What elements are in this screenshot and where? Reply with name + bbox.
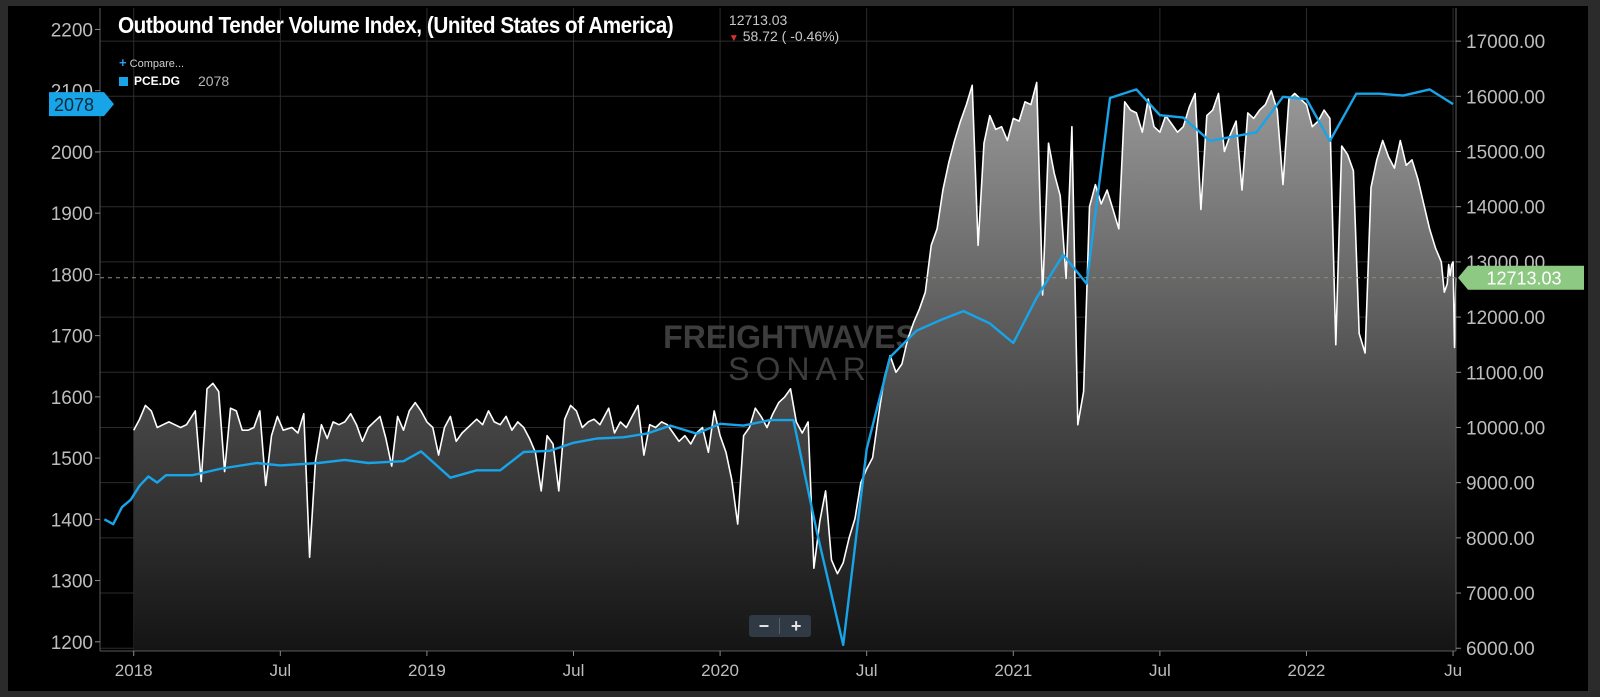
- series: [100, 81, 1457, 651]
- left-tick-label: 1800: [51, 265, 93, 286]
- chart-title: Outbound Tender Volume Index, (United St…: [118, 12, 674, 38]
- left-tick-label: 1300: [51, 572, 93, 593]
- quote-box: 12713.03 ▼ 58.72 ( -0.46%): [729, 12, 839, 47]
- right-tick-label: 11000.00: [1466, 363, 1544, 384]
- chart-header: Outbound Tender Volume Index, (United St…: [118, 12, 839, 47]
- pce-value-tag-label: 2078: [54, 95, 94, 115]
- right-tick-label: 10000.00: [1466, 418, 1545, 439]
- zoom-out-button[interactable]: −: [758, 616, 770, 636]
- down-arrow-icon: ▼: [728, 33, 739, 44]
- x-tick-label: 2021: [994, 661, 1032, 680]
- x-tick-label: Jul: [1149, 661, 1171, 680]
- x-tick-label: Jul: [563, 661, 585, 680]
- pce-value-tag: [49, 92, 114, 117]
- left-tick-label: 2200: [51, 20, 93, 41]
- left-tick-label: 1600: [51, 388, 93, 409]
- watermark-line-2: SONAR: [728, 351, 872, 387]
- plus-icon: +: [119, 55, 127, 70]
- right-tick-label: 6000.00: [1466, 639, 1535, 660]
- last-value: 12713.03: [728, 12, 788, 28]
- right-tick-label: 16000.00: [1466, 87, 1545, 108]
- right-tick-label: 7000.00: [1466, 584, 1535, 605]
- left-tick-label: 2000: [51, 143, 93, 164]
- right-tick-label: 8000.00: [1466, 529, 1535, 550]
- freightwaves-sonar-watermark: FREIGHTWAVES SONAR: [663, 319, 917, 387]
- left-tick-label: 1400: [51, 510, 93, 531]
- right-tick-label: 17000.00: [1466, 32, 1545, 53]
- watermark-line-1: FREIGHTWAVES: [663, 319, 917, 355]
- zoom-divider: [779, 618, 781, 634]
- zoom-in-button[interactable]: +: [790, 616, 802, 636]
- right-tick-label: 9000.00: [1466, 474, 1535, 495]
- left-tick-label: 1900: [51, 204, 93, 225]
- right-tick-label: 14000.00: [1466, 198, 1545, 219]
- change-value: 58.72 ( -0.46%): [742, 28, 840, 44]
- right-tick-label: 15000.00: [1466, 143, 1545, 164]
- left-tick-label: 1200: [51, 633, 93, 654]
- otvi-line: [132, 81, 1457, 575]
- value-tags: 2078 12713.03: [49, 92, 1584, 290]
- pce-line: [103, 88, 1454, 647]
- x-tick-label: Jul: [269, 661, 291, 680]
- legend-swatch: [119, 76, 128, 86]
- zoom-control: − +: [749, 615, 811, 637]
- compare-button[interactable]: + Compare...: [119, 55, 184, 70]
- x-tick-label: Ju: [1444, 661, 1462, 680]
- legend-series-value: 2078: [198, 73, 230, 89]
- left-tick-label: 1700: [51, 327, 93, 348]
- last-value-tag-label: 12713.03: [1486, 269, 1561, 289]
- x-tick-label: 2020: [701, 661, 739, 680]
- x-tick-label: Jul: [856, 661, 878, 680]
- otvi-area: [133, 82, 1457, 651]
- left-tick-label: 1500: [51, 449, 93, 470]
- x-tick-label: 2018: [115, 661, 153, 680]
- right-tick-label: 12000.00: [1466, 308, 1545, 329]
- x-tick-label: 2022: [1288, 661, 1326, 680]
- legend-series-name: PCE.DG: [134, 74, 181, 88]
- compare-label: Compare...: [129, 58, 185, 70]
- legend-entry-pce[interactable]: PCE.DG 2078: [119, 73, 229, 89]
- last-value-tag: [1458, 265, 1584, 290]
- x-tick-label: 2019: [408, 661, 446, 680]
- change-row: ▼ 58.72 ( -0.46%): [729, 28, 839, 47]
